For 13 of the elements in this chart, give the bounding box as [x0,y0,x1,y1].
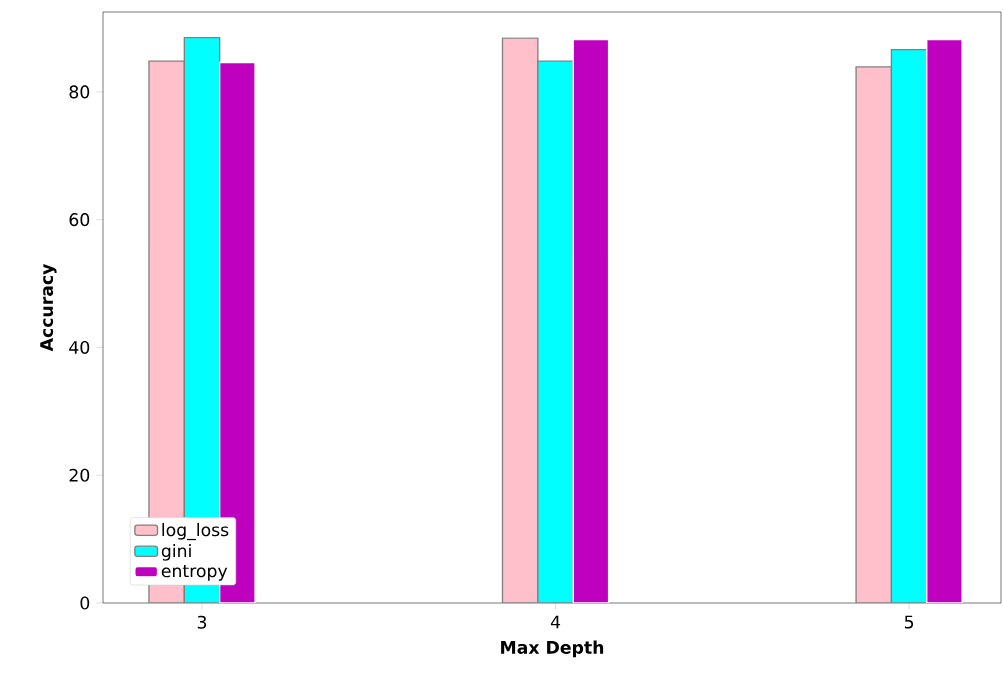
legend-label: log_loss [162,522,229,541]
legend-label: gini [161,543,191,561]
y-tick-label: 40 [69,340,90,354]
y-axis-title: Accuracy [40,263,57,352]
x-tick-label: 5 [904,615,914,629]
y-tick-label: 80 [69,85,90,99]
y-tick-label: 0 [80,596,90,610]
y-tick-label: 60 [69,213,90,227]
y-tick-label: 20 [69,468,90,482]
x-axis-title: Max Depth [501,640,604,658]
x-tick-label: 4 [550,615,561,629]
legend-label: entropy [161,564,228,581]
x-tick-label: 3 [197,615,207,629]
